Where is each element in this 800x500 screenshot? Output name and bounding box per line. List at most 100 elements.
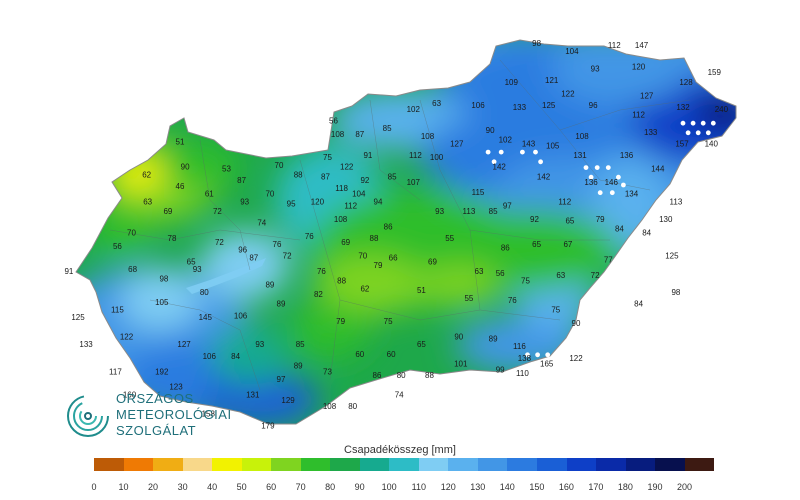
station-value: 63 (475, 267, 484, 276)
station-value: 128 (679, 78, 693, 87)
station-value: 136 (584, 178, 598, 187)
station-value: 55 (445, 234, 454, 243)
legend-swatch (684, 458, 715, 471)
station-value: 63 (432, 99, 441, 108)
station-value: 93 (255, 340, 264, 349)
legend-swatch (655, 458, 685, 471)
station-value: 93 (240, 197, 249, 206)
legend-tick-label: 170 (588, 482, 604, 492)
station-value: 89 (277, 300, 286, 309)
station-value: 133 (644, 128, 658, 137)
station-value: 85 (383, 124, 392, 133)
station-value: 122 (569, 354, 583, 363)
legend-swatch (507, 458, 537, 471)
station-value: 115 (111, 306, 124, 315)
legend-tick-label: 180 (617, 482, 633, 492)
station-value: 142 (537, 172, 551, 181)
station-value: 118 (335, 184, 348, 193)
station-value: 240 (715, 105, 729, 114)
precipitation-field (76, 40, 736, 424)
station-value: 79 (374, 261, 383, 270)
station-value: 127 (640, 91, 654, 100)
station-value: 76 (317, 267, 326, 276)
station-value: 127 (450, 140, 464, 149)
station-value: 94 (374, 197, 383, 206)
station-value: 85 (489, 207, 498, 216)
station-value: 69 (428, 257, 437, 266)
station-value: 140 (705, 140, 719, 149)
station-value: 73 (323, 367, 332, 376)
station-value: 106 (471, 101, 485, 110)
station-value: 122 (340, 163, 354, 172)
snow-marker-dot (498, 149, 504, 155)
snow-marker-dot (597, 190, 603, 196)
station-value: 113 (463, 207, 476, 216)
station-value: 192 (155, 367, 169, 376)
station-value: 145 (199, 313, 213, 322)
station-value: 82 (314, 290, 323, 299)
station-value: 130 (659, 215, 673, 224)
station-value: 93 (591, 64, 600, 73)
station-value: 132 (676, 103, 690, 112)
station-value: 122 (561, 89, 575, 98)
precipitation-map: 98 104 112 147 93 120 159 109 121 128 122 127 63 106 1… (64, 39, 737, 430)
snow-marker-dot (616, 174, 621, 180)
station-value: 120 (632, 62, 646, 71)
snow-marker-dot (621, 182, 626, 188)
snow-marker-dot (525, 352, 530, 358)
station-value: 134 (625, 190, 639, 199)
station-value: 90 (181, 163, 190, 172)
station-value: 67 (563, 240, 572, 249)
snow-marker-dot (609, 190, 615, 196)
snow-marker-dot (695, 130, 701, 136)
station-value: 113 (670, 197, 683, 206)
station-value: 112 (409, 151, 422, 160)
station-value: 92 (530, 215, 539, 224)
station-value: 147 (635, 41, 649, 50)
station-value: 53 (222, 165, 231, 174)
station-values-layer: 98 104 112 147 93 120 159 109 121 128 122 127 63 106 1… (64, 39, 728, 430)
station-value: 125 (71, 313, 85, 322)
legend-tick-label: 100 (381, 482, 397, 492)
legend-swatch (123, 458, 154, 471)
legend-swatch (153, 458, 183, 471)
station-value: 72 (213, 207, 222, 216)
station-value: 125 (665, 252, 679, 261)
station-value: 75 (551, 306, 560, 315)
station-value: 116 (513, 342, 526, 351)
station-value: 88 (425, 371, 434, 380)
station-value: 90 (572, 319, 581, 328)
spiral-logo-icon (67, 395, 109, 437)
station-value: 91 (64, 267, 73, 276)
snow-marker-dot (685, 130, 691, 136)
hungary-map-svg: 98 104 112 147 93 120 159 109 121 128 122 127 63 106 1… (64, 39, 737, 430)
snow-marker-dot (710, 120, 716, 126)
omsz-logo: ORSZÁGOS METEOROLÓGIAI SZOLGÁLAT (64, 388, 244, 448)
station-value: 87 (321, 172, 330, 181)
legend-tick-label: 40 (207, 482, 218, 492)
station-value: 80 (200, 288, 209, 297)
legend-swatch (566, 458, 597, 471)
station-value: 104 (352, 190, 366, 199)
station-value: 85 (388, 172, 397, 181)
station-value: 80 (348, 402, 357, 411)
station-value: 70 (127, 228, 136, 237)
legend-tick-label: 140 (499, 482, 515, 492)
station-value: 160 (123, 390, 137, 399)
station-value: 65 (417, 340, 426, 349)
station-value: 84 (615, 224, 624, 233)
station-value: 89 (294, 362, 303, 371)
station-value: 108 (421, 132, 435, 141)
station-value: 70 (358, 252, 367, 261)
station-value: 87 (355, 130, 364, 139)
station-value: 97 (277, 375, 286, 384)
station-value: 85 (296, 340, 305, 349)
station-value: 97 (503, 201, 512, 210)
station-value: 98 (159, 275, 168, 284)
station-value: 179 (261, 421, 275, 430)
station-value: 109 (505, 78, 519, 87)
station-value: 110 (516, 369, 529, 378)
legend-swatch (625, 458, 656, 471)
station-value: 63 (143, 197, 152, 206)
legend-swatch (330, 458, 360, 471)
